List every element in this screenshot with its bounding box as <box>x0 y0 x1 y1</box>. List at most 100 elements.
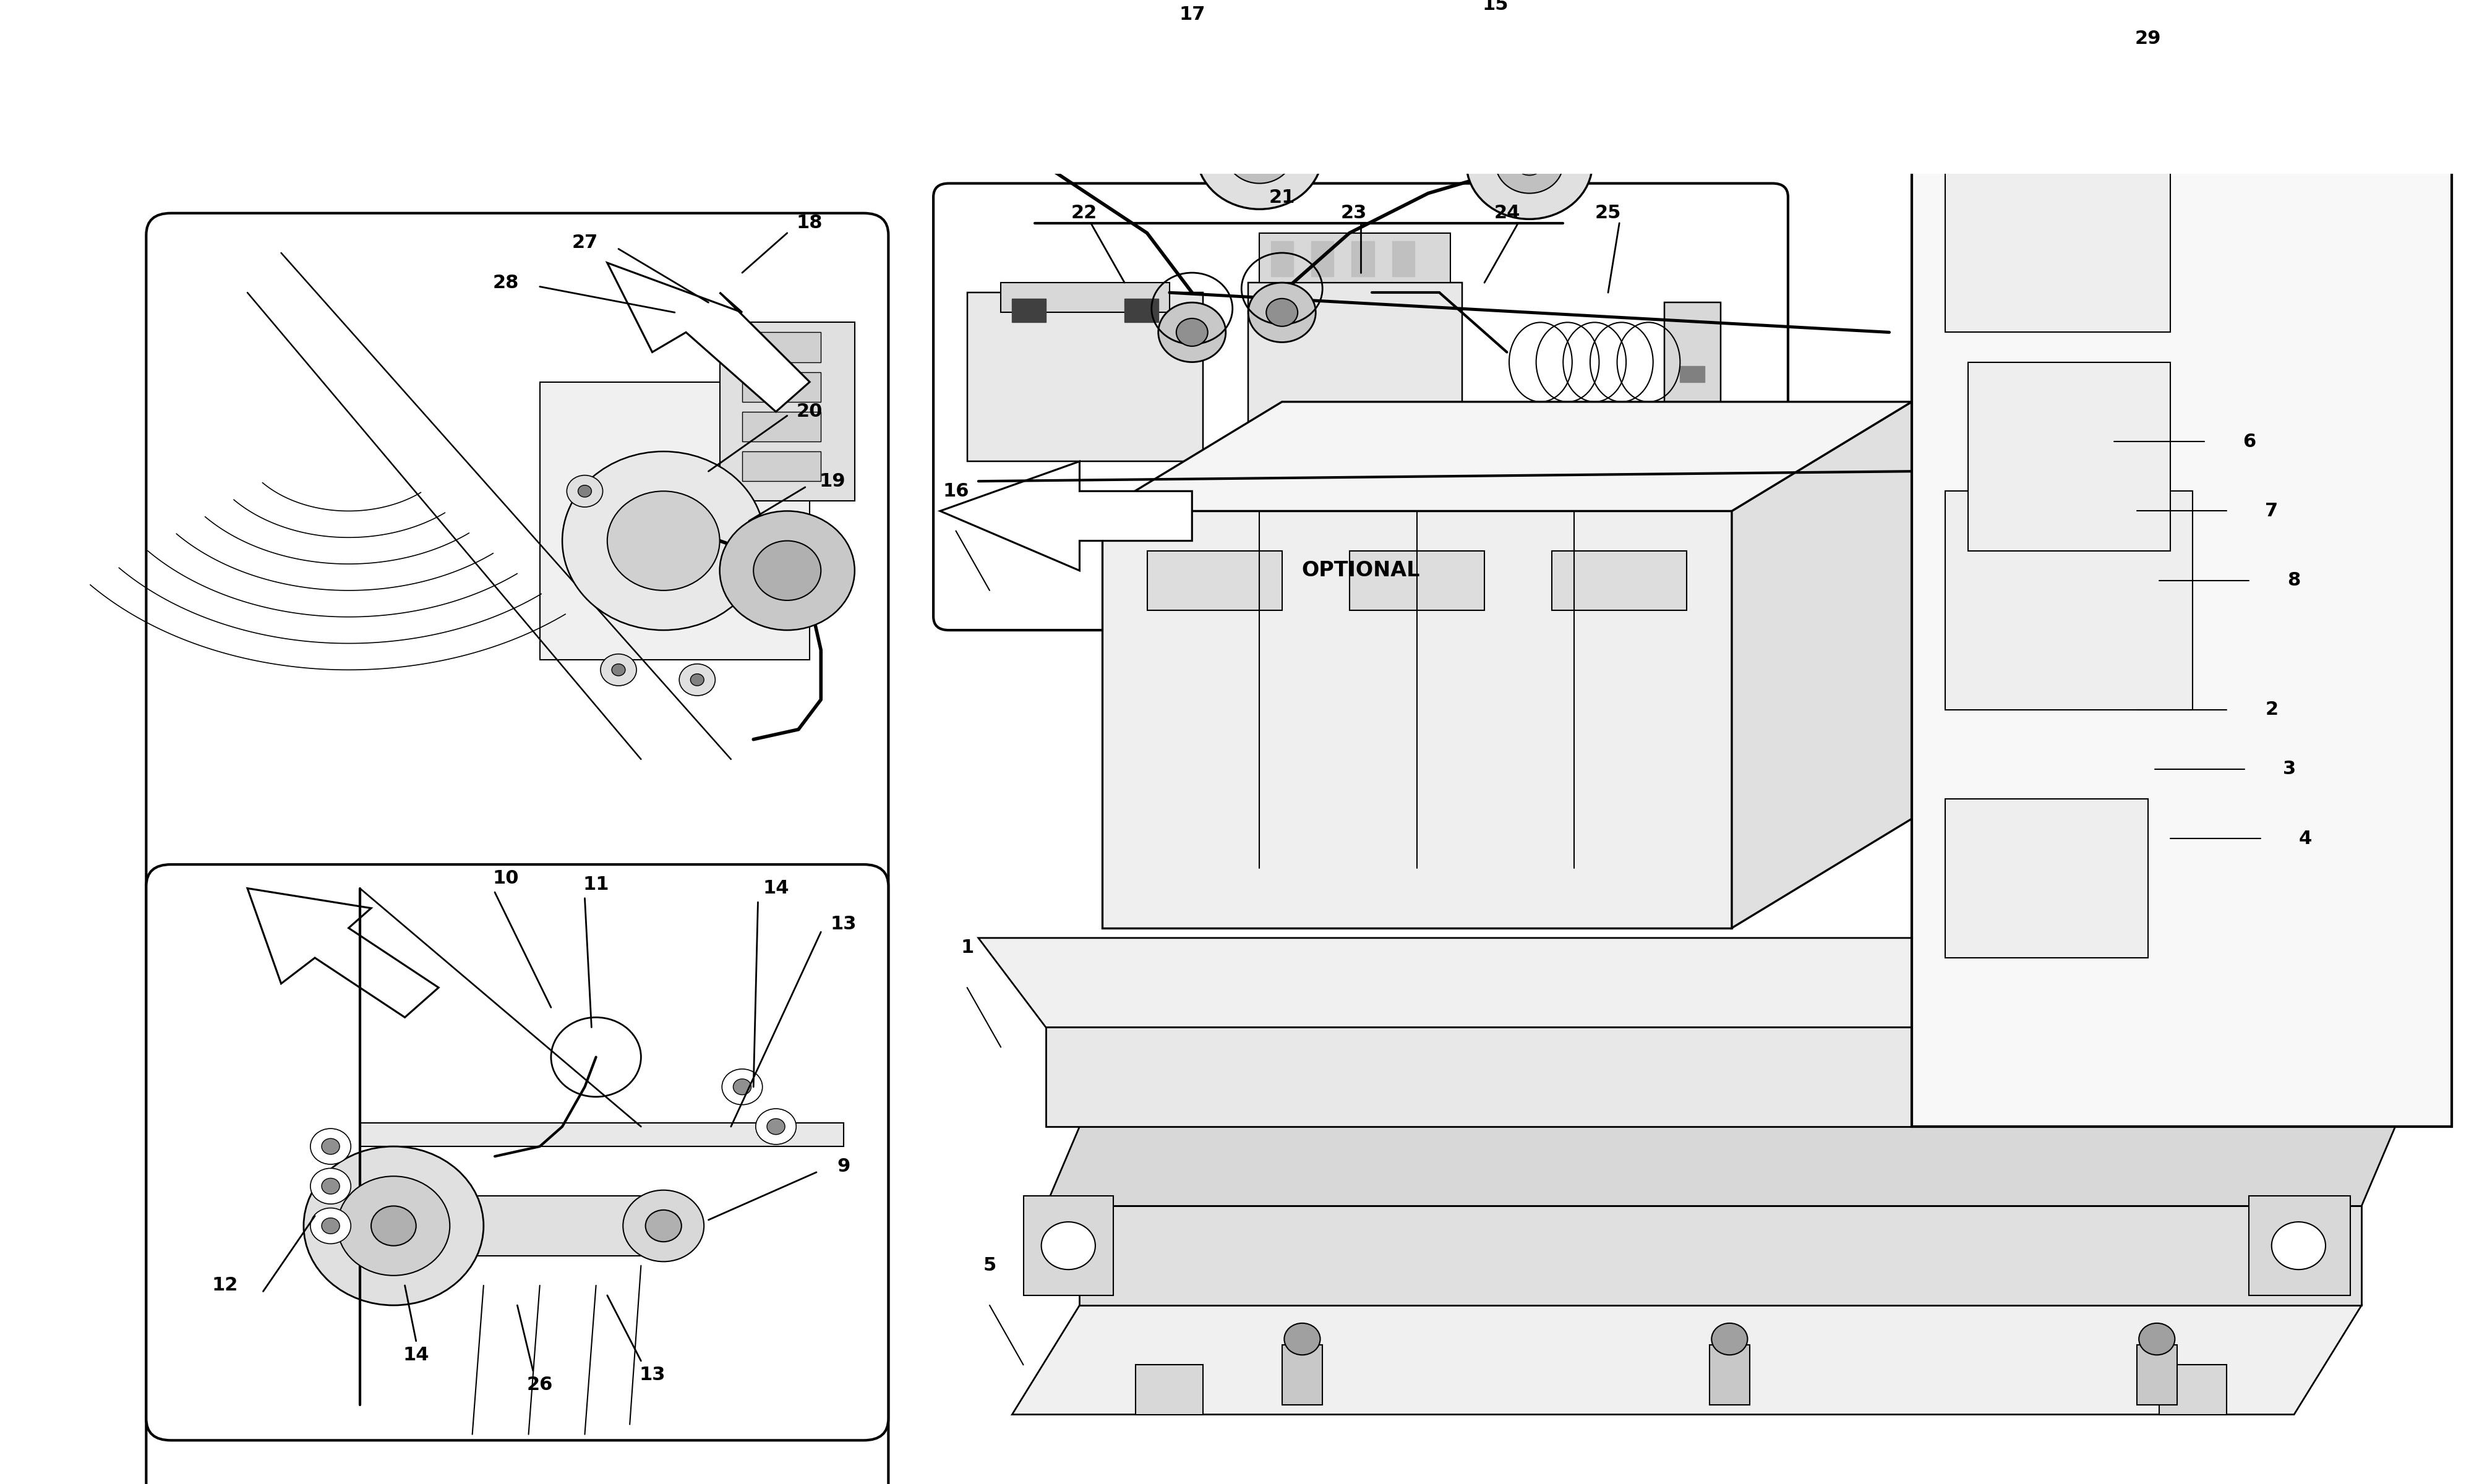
Circle shape <box>1497 134 1564 193</box>
Text: 17: 17 <box>1180 6 1205 24</box>
Circle shape <box>309 1208 351 1244</box>
Bar <box>1024 1196 1113 1296</box>
Bar <box>742 411 821 442</box>
Text: 19: 19 <box>819 472 846 490</box>
Circle shape <box>309 1128 351 1165</box>
Circle shape <box>1042 1221 1096 1269</box>
Bar <box>1259 233 1450 282</box>
Circle shape <box>1197 98 1324 209</box>
Bar <box>1680 367 1705 381</box>
Bar <box>1665 303 1719 402</box>
Polygon shape <box>1101 510 1732 927</box>
Text: 6: 6 <box>2241 432 2256 451</box>
Text: 21: 21 <box>1269 188 1294 206</box>
Polygon shape <box>1079 1206 2363 1306</box>
Polygon shape <box>1101 402 1912 510</box>
Text: 24: 24 <box>1494 205 1519 223</box>
Bar <box>1393 240 1415 276</box>
Text: 16: 16 <box>943 482 970 500</box>
Text: 23: 23 <box>1341 205 1368 223</box>
Bar <box>539 381 809 660</box>
Polygon shape <box>1047 1027 2395 1126</box>
Text: 22: 22 <box>1071 205 1096 223</box>
Polygon shape <box>1732 402 1912 927</box>
Circle shape <box>1175 319 1207 346</box>
Text: 9: 9 <box>836 1158 851 1175</box>
Text: 20: 20 <box>797 402 824 420</box>
Bar <box>1945 798 2147 957</box>
Bar <box>1282 1345 1324 1404</box>
Circle shape <box>322 1218 339 1233</box>
Bar <box>1351 240 1373 276</box>
Text: 1: 1 <box>960 939 975 957</box>
Polygon shape <box>977 938 2395 1027</box>
Bar <box>742 332 821 362</box>
Text: 4: 4 <box>2298 830 2311 847</box>
Circle shape <box>1267 298 1299 326</box>
Bar <box>393 1196 641 1255</box>
Bar <box>720 322 854 502</box>
Text: 13: 13 <box>638 1365 666 1383</box>
Bar <box>1272 240 1294 276</box>
Circle shape <box>720 510 854 631</box>
Bar <box>1945 74 2170 332</box>
Text: 15: 15 <box>1482 0 1509 13</box>
Text: 8: 8 <box>2288 571 2301 589</box>
Text: 5: 5 <box>982 1257 997 1275</box>
Bar <box>1957 34 2006 110</box>
Bar <box>1945 15 2138 123</box>
Circle shape <box>336 1177 450 1276</box>
Circle shape <box>1225 123 1294 184</box>
Text: 13: 13 <box>831 916 856 933</box>
Circle shape <box>309 1168 351 1204</box>
Text: 7: 7 <box>2266 502 2279 519</box>
Bar <box>1311 240 1333 276</box>
Text: 14: 14 <box>762 880 789 898</box>
Circle shape <box>1249 282 1316 343</box>
Text: 2: 2 <box>2266 700 2279 718</box>
Bar <box>742 372 821 402</box>
Text: 11: 11 <box>584 876 609 893</box>
Bar <box>2249 1196 2350 1296</box>
Bar <box>1002 282 1170 313</box>
Circle shape <box>322 1178 339 1195</box>
Text: 25: 25 <box>1596 205 1620 223</box>
Polygon shape <box>247 889 438 1018</box>
Text: 14: 14 <box>403 1346 428 1364</box>
Text: 12: 12 <box>213 1276 238 1294</box>
Bar <box>2024 34 2073 110</box>
Circle shape <box>562 451 764 631</box>
Text: 29: 29 <box>2135 30 2160 47</box>
Polygon shape <box>1047 1126 2395 1206</box>
Circle shape <box>304 1147 482 1306</box>
Bar <box>1126 298 1158 322</box>
Circle shape <box>755 1109 797 1144</box>
Circle shape <box>732 1079 752 1095</box>
Circle shape <box>1712 1324 1747 1355</box>
Circle shape <box>1467 108 1593 220</box>
Text: OPTIONAL: OPTIONAL <box>1301 561 1420 580</box>
Text: 18: 18 <box>797 214 824 232</box>
Circle shape <box>2271 1221 2326 1269</box>
FancyBboxPatch shape <box>933 184 1789 631</box>
Circle shape <box>579 485 591 497</box>
Text: 3: 3 <box>2284 760 2296 778</box>
Circle shape <box>680 663 715 696</box>
Bar <box>2138 1345 2177 1404</box>
Bar <box>1551 551 1687 610</box>
Bar <box>967 292 1202 462</box>
Circle shape <box>623 1190 705 1261</box>
Text: 26: 26 <box>527 1376 552 1393</box>
Bar <box>1710 1345 1749 1404</box>
Bar <box>1012 298 1047 322</box>
Bar <box>1967 362 2170 551</box>
Circle shape <box>611 663 626 675</box>
Circle shape <box>1158 303 1225 362</box>
Polygon shape <box>1912 0 2452 1126</box>
Polygon shape <box>1012 1306 2363 1414</box>
Circle shape <box>606 491 720 591</box>
Polygon shape <box>606 263 809 411</box>
FancyBboxPatch shape <box>146 865 888 1441</box>
FancyBboxPatch shape <box>146 214 888 1484</box>
Bar <box>1348 551 1484 610</box>
